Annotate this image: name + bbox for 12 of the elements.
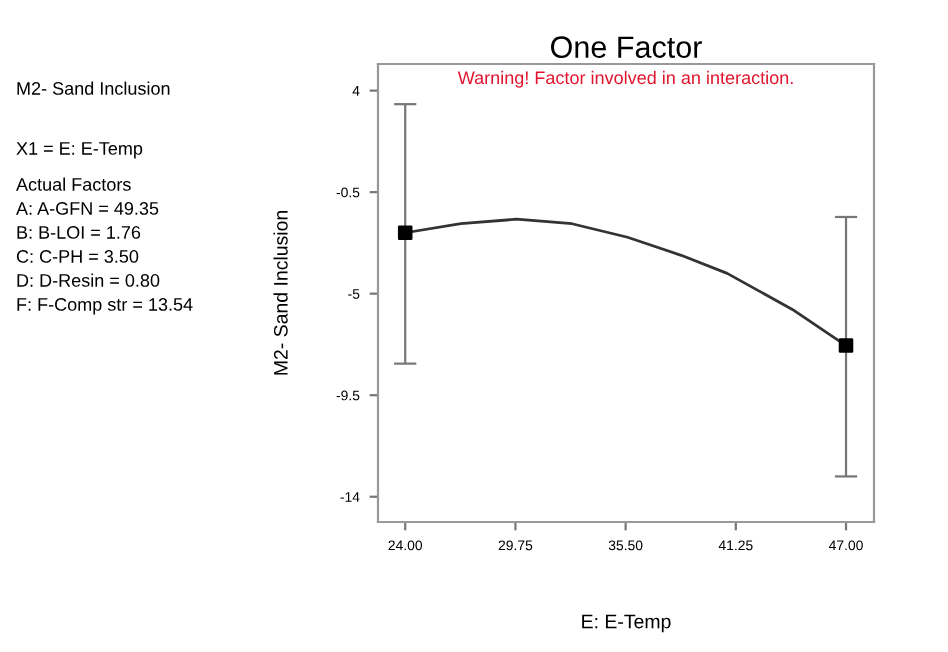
- text: M2- Sand Inclusion: [17, 81, 170, 95]
- y-axis-title: M2- Sand Inclusion: [273, 211, 288, 375]
- annotation: Warning! Factor involved in an interaction.: [457, 70, 793, 88]
- text: D: D-Resin = 0.80: [17, 273, 160, 287]
- x-axis-title: E: E-Temp: [582, 614, 671, 633]
- text: Actual Factors: [16, 177, 131, 191]
- text: A: A-GFN = 49.35: [16, 202, 159, 215]
- chart-title: One Factor: [551, 36, 702, 58]
- text: C: C-PH = 3.50: [16, 250, 139, 263]
- text: X1 = E: E-Temp: [16, 142, 143, 159]
- text: B: B-LOI = 1.76: [17, 226, 141, 239]
- text: F: F-Comp str = 13.54: [17, 298, 193, 315]
